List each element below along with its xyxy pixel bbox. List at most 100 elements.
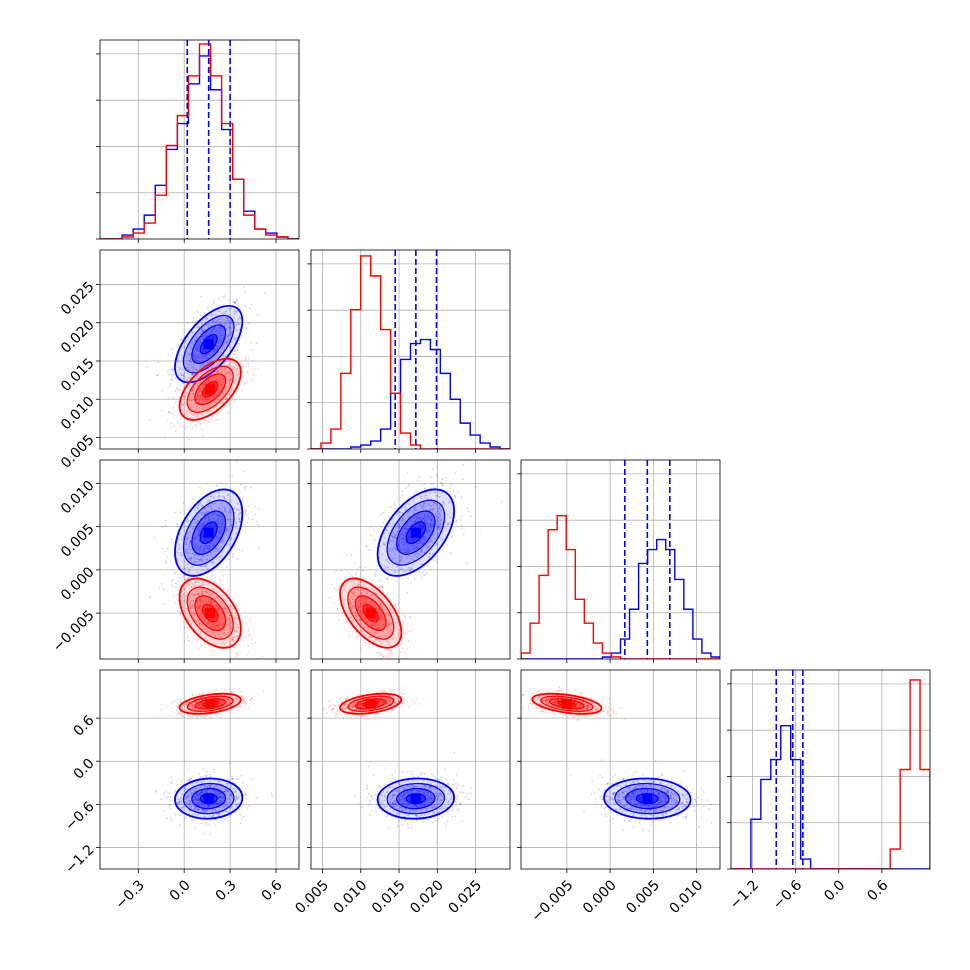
scatter-point [400, 642, 402, 645]
scatter-point [335, 569, 338, 572]
scatter-point [226, 528, 229, 531]
scatter-point [195, 346, 198, 349]
scatter-point [182, 501, 185, 504]
scatter-point [248, 659, 250, 661]
scatter-point [230, 341, 233, 344]
scatter-point [186, 322, 189, 325]
scatter-point [215, 535, 218, 538]
scatter-point [222, 522, 224, 525]
scatter-point [223, 508, 226, 510]
scatter-point [193, 593, 196, 596]
scatter-point [217, 419, 220, 421]
scatter-point [212, 358, 215, 360]
scatter-point [229, 642, 232, 645]
scatter-point [214, 520, 217, 523]
scatter-point [200, 618, 203, 620]
scatter-point [203, 377, 205, 380]
scatter-point [172, 373, 175, 376]
scatter-point [177, 599, 179, 602]
scatter-point [209, 599, 212, 602]
scatter-point [205, 544, 208, 547]
density-peak-blue [203, 339, 214, 350]
scatter-point [201, 559, 203, 562]
scatter-point [211, 603, 214, 606]
scatter-point [215, 513, 217, 516]
scatter-point [249, 620, 252, 623]
scatter-point [199, 622, 202, 624]
scatter-point [203, 312, 206, 314]
scatter-point [213, 597, 216, 600]
scatter-point [204, 517, 207, 520]
scatter-point [245, 326, 248, 329]
scatter-point [211, 511, 214, 514]
scatter-point [179, 614, 181, 616]
scatter-point [191, 366, 194, 368]
scatter-point [183, 395, 186, 398]
scatter-point [432, 501, 435, 504]
scatter-point [209, 396, 212, 398]
scatter-point [426, 531, 429, 534]
scatter-point [237, 372, 239, 375]
scatter-point [201, 616, 204, 619]
scatter-point [430, 476, 433, 479]
scatter-point [213, 349, 216, 351]
scatter-point [229, 487, 232, 490]
scatter-point [213, 626, 216, 629]
scatter-point [192, 393, 194, 396]
scatter-point [197, 353, 200, 356]
scatter-point [225, 368, 227, 371]
scatter-point [198, 605, 201, 608]
scatter-point [205, 569, 208, 571]
scatter-point [190, 610, 193, 613]
histogram-red [311, 255, 510, 449]
scatter-point [205, 358, 208, 361]
scatter-point [185, 594, 188, 597]
scatter-point [228, 371, 231, 373]
scatter-point [208, 544, 211, 547]
scatter-point [217, 614, 220, 616]
scatter-point [201, 400, 203, 402]
scatter-point [236, 617, 239, 620]
scatter-point [228, 403, 230, 406]
scatter-point [199, 501, 202, 504]
scatter-point [191, 373, 194, 376]
scatter-point [200, 592, 203, 595]
scatter-point [216, 625, 219, 627]
scatter-point [218, 506, 220, 509]
scatter-point [221, 527, 224, 530]
scatter-point [217, 624, 220, 627]
scatter-point [173, 425, 176, 428]
scatter-point [216, 371, 219, 374]
scatter-point [225, 336, 228, 339]
scatter-point [217, 491, 220, 494]
scatter-point [186, 552, 189, 555]
scatter-point [180, 384, 182, 387]
scatter-point [215, 632, 218, 635]
scatter-point [226, 631, 229, 634]
scatter-point [214, 542, 216, 545]
scatter-point [206, 582, 209, 585]
scatter-point [173, 414, 176, 417]
scatter-point [270, 792, 273, 795]
scatter-point [189, 357, 191, 360]
scatter-point [185, 602, 187, 605]
scatter-point [235, 460, 238, 463]
scatter-point [172, 595, 175, 598]
scatter-point [224, 387, 227, 389]
scatter-point [225, 641, 228, 644]
scatter-point [391, 549, 394, 552]
scatter-point [225, 372, 228, 375]
scatter-point [207, 379, 210, 382]
scatter-point [220, 334, 223, 336]
scatter-point [190, 348, 193, 350]
scatter-point [186, 627, 189, 630]
scatter-point [211, 508, 213, 510]
scatter-point [235, 524, 238, 527]
scatter-point [201, 536, 204, 538]
panel-content [147, 460, 265, 661]
scatter-point [413, 520, 416, 523]
scatter-point [215, 393, 218, 396]
scatter-point [179, 339, 182, 341]
scatter-point [361, 569, 364, 572]
scatter-point [236, 508, 239, 511]
